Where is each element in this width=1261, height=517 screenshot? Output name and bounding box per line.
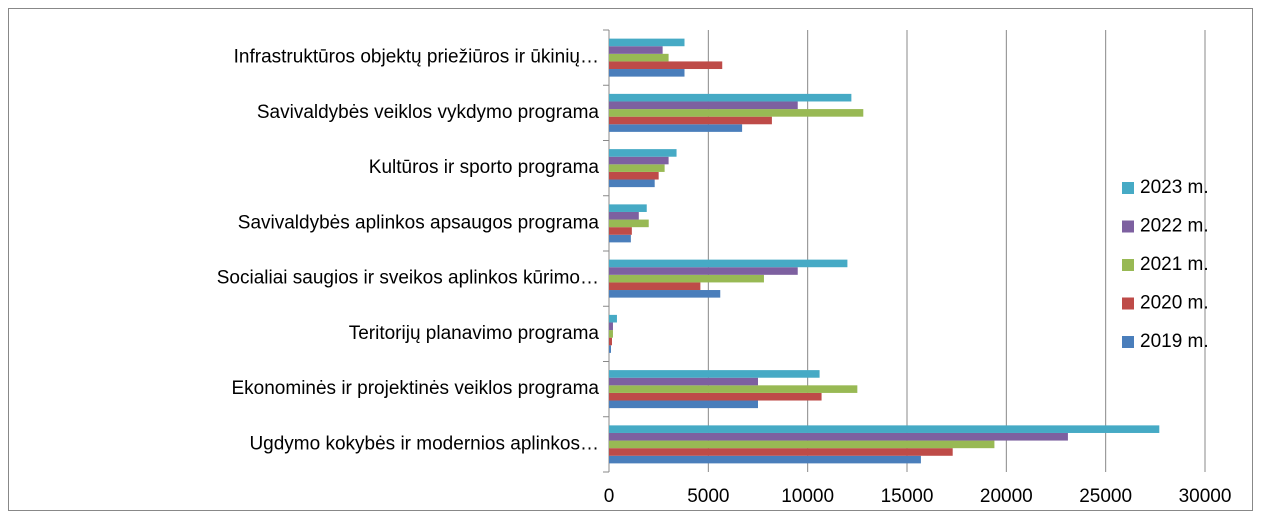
bar (609, 440, 995, 449)
legend-swatch (1122, 182, 1134, 194)
bar (609, 124, 743, 132)
bar (609, 274, 764, 283)
x-tick-label: 25000 (1079, 486, 1132, 507)
x-tick-label: 15000 (881, 486, 934, 507)
bar (609, 392, 822, 401)
bar (609, 211, 639, 220)
bar (609, 282, 701, 291)
legend-swatch (1122, 297, 1134, 310)
bar (609, 432, 1068, 441)
bar (609, 149, 677, 157)
bar (609, 385, 858, 393)
bar (609, 234, 631, 243)
legend-swatch (1122, 220, 1134, 233)
bar (609, 330, 613, 338)
bar (609, 337, 612, 346)
x-tick-label: 20000 (980, 486, 1033, 507)
bar (609, 164, 665, 172)
bar (609, 101, 798, 110)
bar (609, 171, 659, 180)
bar (609, 93, 852, 102)
bar (609, 259, 848, 268)
bar (609, 290, 721, 298)
bar (609, 227, 632, 235)
bar (609, 267, 798, 275)
y-tick-label: Infrastruktūros objektų priežiūros ir ūk… (234, 47, 599, 68)
bar (609, 448, 953, 456)
bar (609, 204, 647, 212)
legend-label: 2022 m. (1140, 216, 1209, 237)
bar (609, 38, 685, 47)
x-tick-label: 5000 (687, 486, 729, 507)
bar (609, 314, 617, 323)
bar (609, 455, 921, 464)
bar (609, 116, 772, 125)
bar (609, 46, 663, 54)
legend-swatch (1122, 259, 1134, 271)
bar (609, 425, 1160, 433)
legend-label: 2023 m. (1140, 177, 1209, 198)
bar (609, 219, 649, 228)
bar (609, 377, 758, 386)
y-tick-label: Socialiai saugios ir sveikos aplinkos kū… (217, 268, 599, 289)
bar (609, 370, 820, 378)
bar (609, 156, 669, 165)
bar (609, 179, 655, 188)
legend-label: 2021 m. (1140, 254, 1209, 275)
bar (609, 109, 864, 117)
y-tick-label: Ekonominės ir projektinės veiklos progra… (232, 378, 600, 399)
x-tick-label: 30000 (1179, 486, 1232, 507)
bar (609, 61, 723, 70)
y-tick-label: Savivaldybės veiklos vykdymo programa (257, 102, 600, 123)
x-tick-label: 10000 (781, 486, 834, 507)
y-tick-label: Teritorijų planavimo programa (349, 323, 600, 344)
bar (609, 53, 669, 62)
bar (609, 345, 611, 353)
legend-label: 2020 m. (1140, 293, 1209, 314)
y-tick-label: Kultūros ir sporto programa (369, 157, 600, 178)
legend-label: 2019 m. (1140, 331, 1209, 352)
x-tick-label: 0 (604, 486, 615, 507)
y-tick-label: Savivaldybės aplinkos apsaugos programa (238, 212, 600, 233)
bar (609, 400, 758, 409)
bar (609, 69, 685, 77)
legend-swatch (1122, 336, 1134, 348)
y-tick-label: Ugdymo kokybės ir modernios aplinkos… (249, 433, 599, 454)
bar (609, 322, 613, 331)
